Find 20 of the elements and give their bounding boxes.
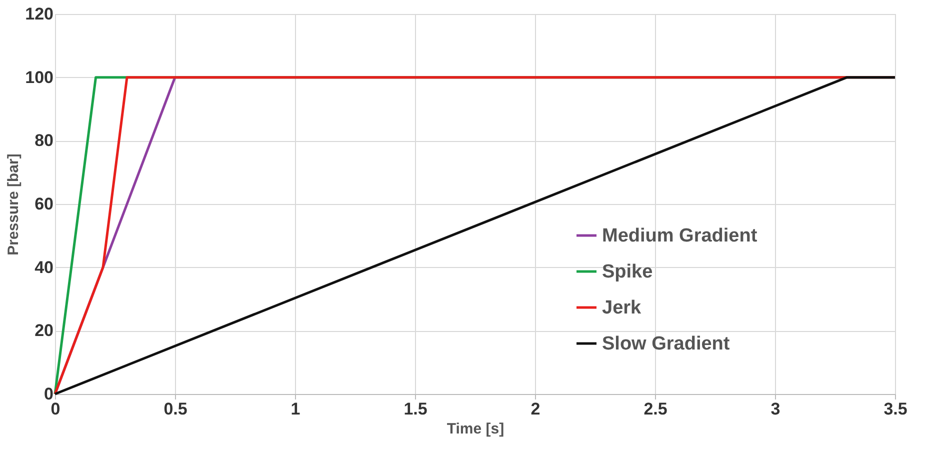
x-axis-title: Time [s] — [446, 420, 504, 438]
y-tick-label: 0 — [44, 384, 54, 404]
y-tick-label: 120 — [25, 4, 54, 24]
x-tick-label: 2 — [530, 400, 540, 418]
x-tick-label: 3 — [770, 400, 780, 418]
x-tick-label: 1 — [290, 400, 300, 418]
x-tick-label: 0.5 — [164, 400, 188, 418]
x-tick-label: 1.5 — [404, 400, 428, 418]
y-tick-label: 40 — [34, 258, 54, 277]
legend-label: Jerk — [602, 298, 642, 318]
x-tick-label: 3.5 — [884, 400, 908, 418]
legend-label: Spike — [602, 262, 653, 282]
x-tick-label: 2.5 — [644, 400, 668, 418]
legend-label: Medium Gradient — [602, 226, 758, 246]
y-tick-label: 60 — [34, 194, 54, 214]
y-tick-label: 80 — [34, 131, 54, 150]
y-axis-title: Pressure [bar] — [5, 154, 22, 256]
y-tick-label: 20 — [34, 321, 54, 340]
y-tick-label: 100 — [25, 68, 54, 87]
legend-label: Slow Gradient — [602, 334, 730, 354]
